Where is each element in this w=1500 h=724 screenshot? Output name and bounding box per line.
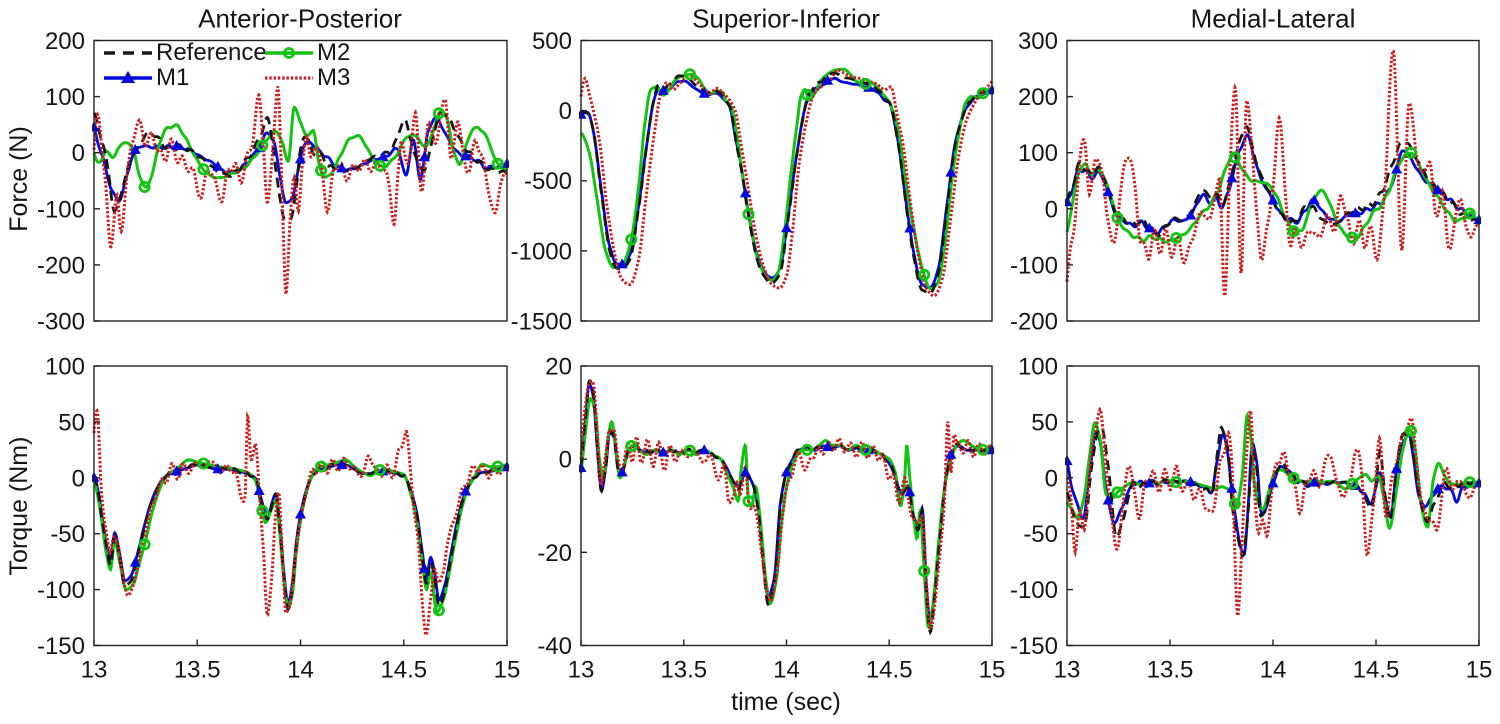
svg-text:0: 0 <box>1045 465 1058 492</box>
svg-text:100: 100 <box>1018 140 1058 167</box>
svg-text:13.5: 13.5 <box>1147 657 1194 684</box>
svg-text:100: 100 <box>45 84 85 111</box>
svg-text:14: 14 <box>1260 657 1287 684</box>
svg-text:-1000: -1000 <box>511 238 572 265</box>
svg-text:Torque (Nm): Torque (Nm) <box>5 437 33 576</box>
svg-text:100: 100 <box>45 354 85 381</box>
svg-text:M3: M3 <box>317 64 350 91</box>
svg-text:-150: -150 <box>1010 633 1058 660</box>
svg-text:-50: -50 <box>1023 521 1058 548</box>
svg-text:300: 300 <box>1018 28 1058 55</box>
svg-text:-200: -200 <box>1010 309 1058 336</box>
svg-text:-50: -50 <box>50 521 85 548</box>
svg-text:Superior-Inferior: Superior-Inferior <box>692 4 880 34</box>
svg-text:0: 0 <box>559 447 572 474</box>
svg-text:200: 200 <box>45 28 85 55</box>
svg-text:time (sec): time (sec) <box>731 688 841 716</box>
svg-text:Medial-Lateral: Medial-Lateral <box>1191 4 1356 34</box>
svg-text:0: 0 <box>72 140 85 167</box>
svg-text:-100: -100 <box>37 577 85 604</box>
svg-text:14.5: 14.5 <box>866 657 913 684</box>
svg-text:200: 200 <box>1018 84 1058 111</box>
svg-text:15: 15 <box>1466 657 1493 684</box>
svg-text:Anterior-Posterior: Anterior-Posterior <box>198 4 402 34</box>
svg-text:13: 13 <box>1054 657 1081 684</box>
svg-text:-150: -150 <box>37 633 85 660</box>
svg-text:M2: M2 <box>317 39 350 66</box>
svg-text:14.5: 14.5 <box>1353 657 1400 684</box>
svg-text:14: 14 <box>773 657 800 684</box>
svg-text:13.5: 13.5 <box>660 657 707 684</box>
svg-text:-100: -100 <box>1010 252 1058 279</box>
svg-text:14.5: 14.5 <box>380 657 427 684</box>
svg-text:Reference: Reference <box>156 39 267 66</box>
svg-text:500: 500 <box>532 28 572 55</box>
svg-text:13.5: 13.5 <box>174 657 221 684</box>
svg-text:0: 0 <box>72 465 85 492</box>
svg-text:-200: -200 <box>37 252 85 279</box>
svg-text:Force (N): Force (N) <box>5 126 33 232</box>
svg-text:0: 0 <box>1045 196 1058 223</box>
svg-text:-100: -100 <box>1010 577 1058 604</box>
svg-text:50: 50 <box>1031 409 1058 436</box>
svg-text:M1: M1 <box>156 64 189 91</box>
svg-text:13: 13 <box>568 657 595 684</box>
svg-text:50: 50 <box>58 409 85 436</box>
svg-text:-500: -500 <box>524 168 572 195</box>
svg-text:-1500: -1500 <box>511 309 572 336</box>
svg-text:14: 14 <box>287 657 314 684</box>
svg-text:-20: -20 <box>537 540 572 567</box>
svg-text:20: 20 <box>545 354 572 381</box>
svg-text:-100: -100 <box>37 196 85 223</box>
svg-text:15: 15 <box>979 657 1006 684</box>
svg-text:15: 15 <box>494 657 521 684</box>
svg-text:-40: -40 <box>537 633 572 660</box>
svg-text:13: 13 <box>81 657 108 684</box>
svg-text:100: 100 <box>1018 354 1058 381</box>
svg-text:-300: -300 <box>37 309 85 336</box>
svg-text:0: 0 <box>559 98 572 125</box>
